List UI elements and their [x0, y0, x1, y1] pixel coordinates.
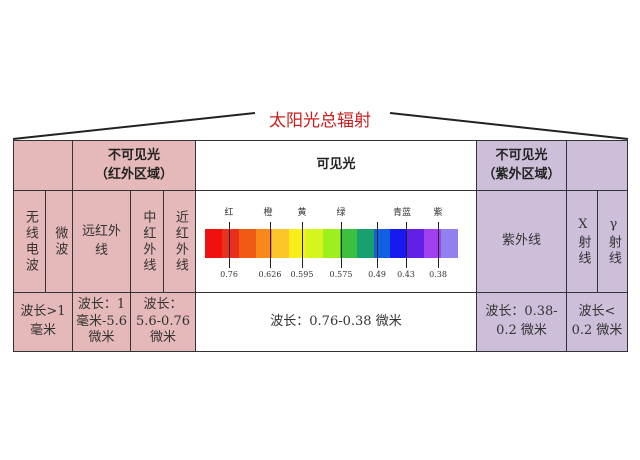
header-blank-left: [13, 140, 73, 191]
tick-label: 0.49: [368, 270, 386, 279]
spectrum-segment: [306, 229, 324, 258]
near-ir-label: 近红外线: [172, 209, 188, 274]
color-name-label: 紫: [433, 208, 443, 218]
wl-line: 波长：1: [77, 296, 126, 312]
tick-label: 0.575: [329, 270, 353, 279]
spectrum-segment: [356, 229, 374, 258]
band-xray: X射线: [566, 190, 598, 293]
far-ir-label: 远红外线: [81, 223, 121, 258]
color-name-label: 青蓝: [392, 208, 412, 218]
color-name-label: 橙: [263, 208, 273, 218]
ir-sub-label: （红外区域）: [94, 166, 173, 182]
wavelength-visible: 波长：0.76-0.38 微米: [195, 292, 477, 352]
tick-label: 0.38: [429, 270, 447, 279]
wavelength-mid-near-ir: 波长： 5.6-0.76 微米: [130, 292, 196, 352]
mid-ir-label: 中红外线: [140, 209, 156, 274]
spectrum-segment: [424, 229, 442, 258]
spectrum-bar: [205, 229, 458, 258]
wl-line: 微米: [149, 330, 176, 346]
uv-sub-label: （紫外区域）: [482, 166, 561, 182]
tick-line: [406, 222, 407, 268]
uv-group-label: 不可见光: [495, 147, 548, 163]
tick-label: 0.43: [397, 270, 415, 279]
tick-line: [377, 222, 378, 268]
spectrum-segment: [255, 229, 273, 258]
band-microwave: 微波: [45, 190, 73, 293]
wl-line: 波长<: [578, 304, 616, 320]
band-near-ir: 近红外线: [163, 190, 196, 293]
spectrum-segment: [339, 229, 357, 258]
header-infrared: 不可见光 （红外区域）: [72, 140, 196, 191]
tick-line: [302, 222, 303, 268]
band-radio: 无线电波: [13, 190, 46, 293]
spectrum-segment: [323, 229, 340, 258]
diagram-title: 太阳光总辐射: [269, 111, 371, 131]
color-name-label: 黄: [297, 208, 307, 218]
header-visible: 可见光: [195, 140, 477, 191]
spectrum-segment: [205, 229, 222, 258]
wl-line: 波长>1: [20, 304, 66, 320]
radio-label: 无线电波: [22, 209, 38, 274]
wl-line: 5.6-0.76: [135, 313, 190, 329]
header-blank-right: [566, 140, 628, 191]
header-ultraviolet: 不可见光 （紫外区域）: [476, 140, 567, 191]
xray-label: X射线: [575, 216, 591, 267]
spectrum-segment: [390, 229, 408, 258]
wavelength-xray-gamma: 波长< 0.2 微米: [566, 292, 628, 352]
spectrum-segment: [238, 229, 256, 258]
wl-line: 0.2 微米: [571, 323, 623, 338]
ir-group-label: 不可见光: [107, 147, 160, 163]
wl-line: 波长：: [143, 296, 183, 312]
spectrum-segment: [407, 229, 425, 258]
color-name-label: 红: [224, 208, 234, 218]
wavelength-uv: 波长：0.38- 0.2 微米: [476, 292, 567, 352]
band-uv: 紫外线: [476, 190, 567, 293]
tick-label: 0.76: [220, 270, 238, 279]
wl-line: 毫米-5.6: [75, 313, 128, 329]
wavelength-far-ir: 波长：1 毫米-5.6 微米: [72, 292, 131, 352]
gamma-label: γ射线: [605, 216, 621, 267]
band-mid-ir: 中红外线: [130, 190, 164, 293]
wl-line: 0.2 微米: [496, 323, 547, 338]
color-name-label: 绿: [336, 208, 346, 218]
spectrum-segment: [289, 229, 307, 258]
spectrum-segment: [272, 229, 290, 258]
tick-label: 0.626: [258, 270, 282, 279]
tick-label: 0.595: [290, 270, 314, 279]
wl-line: 微米: [88, 330, 115, 346]
wl-line: 毫米: [29, 323, 56, 338]
tick-line: [229, 222, 230, 268]
tick-line: [341, 222, 342, 268]
band-gamma: γ射线: [597, 190, 628, 293]
wl-line: 波长：0.38-: [485, 304, 558, 320]
wavelength-radio-micro: 波长>1 毫米: [13, 292, 73, 352]
spectrum-segment: [221, 229, 239, 258]
band-far-ir: 远红外线: [72, 190, 131, 293]
tick-line: [438, 222, 439, 268]
microwave-label: 微波: [52, 225, 68, 258]
spectrum-segment: [441, 229, 458, 258]
tick-line: [270, 222, 271, 268]
